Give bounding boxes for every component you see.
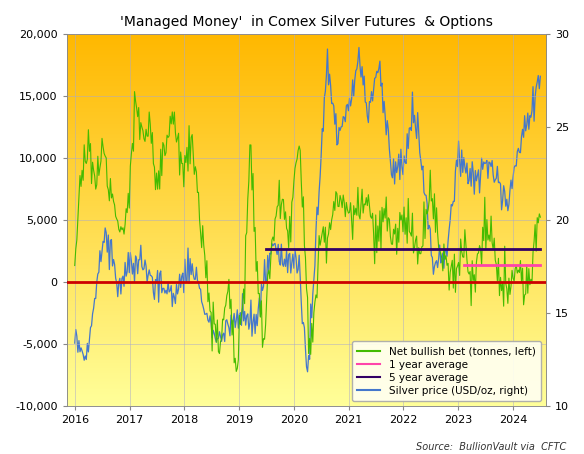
Legend: Net bullish bet (tonnes, left), 1 year average, 5 year average, Silver price (US: Net bullish bet (tonnes, left), 1 year a… <box>352 341 541 401</box>
Text: Source:  BullionVault via  CFTC: Source: BullionVault via CFTC <box>416 442 566 452</box>
Title: 'Managed Money'  in Comex Silver Futures  & Options: 'Managed Money' in Comex Silver Futures … <box>120 15 493 29</box>
